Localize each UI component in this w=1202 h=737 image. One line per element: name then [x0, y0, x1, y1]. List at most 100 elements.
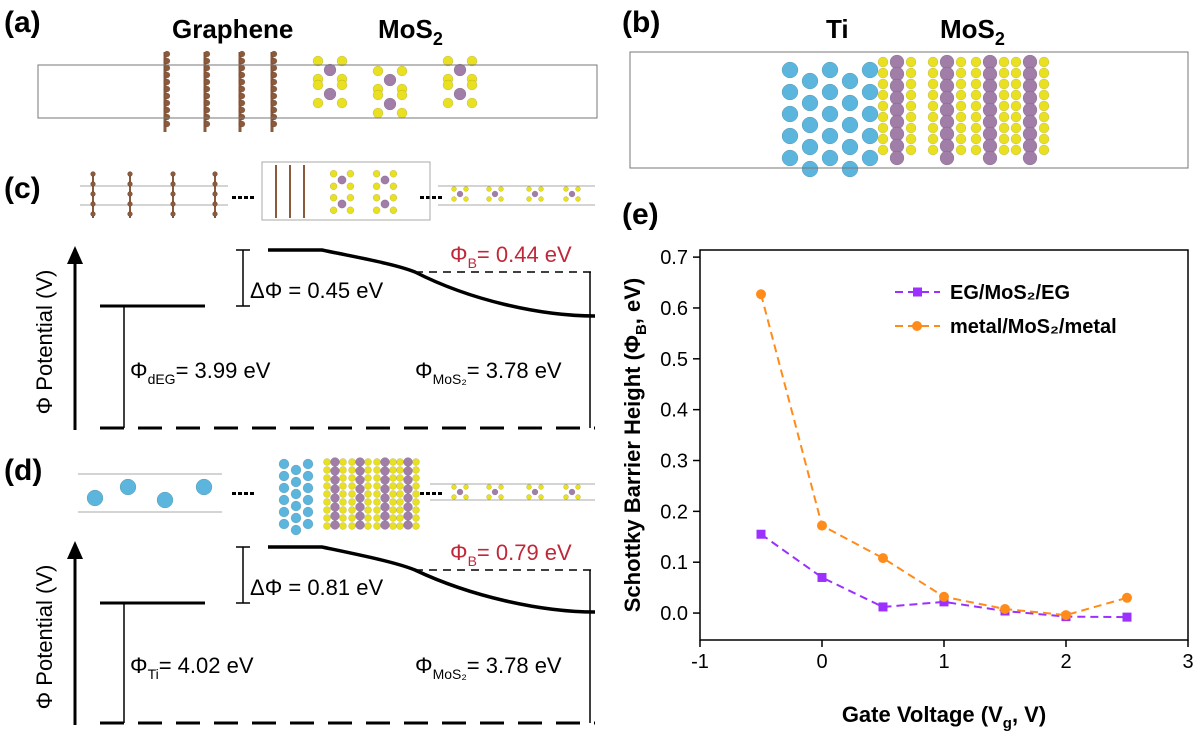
atom	[486, 186, 492, 192]
atom	[364, 514, 372, 522]
atom	[364, 466, 372, 474]
atom	[90, 191, 96, 197]
atom	[163, 106, 171, 114]
atom	[463, 186, 469, 192]
atom	[302, 458, 314, 470]
label-sub: g	[1003, 715, 1012, 732]
atom	[163, 85, 171, 93]
atom	[238, 92, 246, 100]
marker	[939, 591, 949, 602]
label-part: , V)	[1012, 702, 1046, 727]
atom	[355, 484, 365, 494]
atom	[380, 520, 390, 530]
marker	[1061, 610, 1071, 621]
atom	[323, 506, 331, 514]
atom	[905, 144, 917, 156]
atom	[329, 193, 338, 202]
atom	[238, 85, 246, 93]
ellipsis	[432, 492, 436, 495]
label-part: MoS	[378, 14, 433, 44]
atom	[203, 120, 211, 128]
atom	[323, 482, 331, 490]
atom	[380, 175, 390, 185]
atom	[389, 182, 398, 191]
atom	[339, 466, 347, 474]
atom	[877, 78, 889, 90]
atom	[380, 457, 390, 467]
y-tick-label: 0.1	[660, 552, 688, 574]
ellipsis	[432, 196, 436, 199]
structures	[78, 50, 1050, 536]
atom	[238, 57, 246, 65]
atom	[801, 94, 819, 112]
atom	[337, 199, 347, 209]
atom	[270, 78, 278, 86]
atom	[526, 186, 532, 192]
atom	[329, 169, 338, 178]
atom	[278, 482, 290, 494]
atom	[575, 494, 581, 500]
atom	[238, 113, 246, 121]
atom	[442, 79, 454, 91]
atom	[396, 482, 404, 490]
atom	[127, 191, 133, 197]
atom	[568, 190, 576, 198]
atom	[323, 458, 331, 466]
atom	[463, 494, 469, 500]
atom	[238, 71, 246, 79]
atom	[380, 493, 390, 503]
atom	[1022, 150, 1038, 166]
atom	[1038, 78, 1050, 90]
atom	[453, 63, 467, 77]
atom	[156, 491, 174, 509]
atom	[563, 186, 569, 192]
atom	[170, 201, 176, 207]
atom	[163, 99, 171, 107]
atom	[491, 488, 499, 496]
atom	[380, 466, 390, 476]
atom	[412, 466, 420, 474]
legend-marker	[913, 287, 922, 297]
atom	[323, 474, 331, 482]
atom	[927, 100, 939, 112]
atom	[355, 457, 365, 467]
atom	[498, 196, 504, 202]
atom	[364, 458, 372, 466]
atom	[955, 89, 967, 101]
atom	[412, 498, 420, 506]
atom	[1038, 111, 1050, 123]
atom	[955, 133, 967, 145]
atom	[955, 122, 967, 134]
atom	[203, 50, 211, 58]
atom	[998, 144, 1010, 156]
atom	[1038, 89, 1050, 101]
panel-label: (a)	[4, 6, 41, 39]
atom	[442, 55, 454, 67]
atom	[212, 211, 218, 217]
atom	[270, 57, 278, 65]
atom	[1038, 67, 1050, 79]
atom	[238, 106, 246, 114]
atom	[998, 78, 1010, 90]
atom	[127, 171, 133, 177]
atom	[466, 55, 478, 67]
atom	[403, 511, 413, 521]
atom	[330, 457, 340, 467]
atom	[346, 169, 355, 178]
atom	[389, 514, 397, 522]
label-part: Gate Voltage (V	[842, 702, 1003, 727]
atom	[270, 113, 278, 121]
atom	[238, 78, 246, 86]
atom	[364, 522, 372, 530]
atom	[312, 97, 324, 109]
atom	[412, 522, 420, 530]
atom	[403, 484, 413, 494]
atom	[531, 488, 539, 496]
subscript: MoS₂	[433, 666, 467, 682]
atom	[1010, 56, 1022, 68]
atom	[372, 169, 381, 178]
atom	[337, 175, 347, 185]
